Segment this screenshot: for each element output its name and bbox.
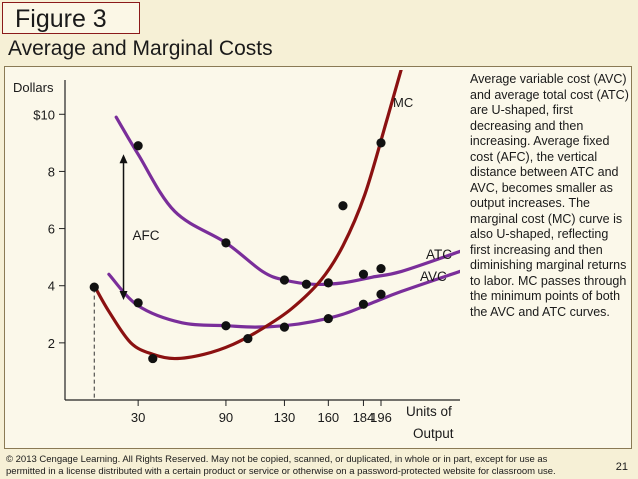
afc-label: AFC bbox=[133, 228, 160, 243]
atc-series-label: ATC bbox=[426, 247, 452, 262]
atc-point bbox=[302, 280, 311, 289]
x-tick-label: 160 bbox=[317, 410, 339, 425]
x-tick-label: 130 bbox=[274, 410, 296, 425]
annotation-text: Average variable cost (AVC) and average … bbox=[470, 72, 630, 320]
avc-point bbox=[359, 300, 368, 309]
mc-point bbox=[338, 201, 347, 210]
page-number: 21 bbox=[616, 461, 628, 473]
avc-series-label: AVC bbox=[420, 269, 447, 284]
y-tick-label: 4 bbox=[48, 279, 55, 294]
avc-point bbox=[280, 323, 289, 332]
avc-point bbox=[376, 290, 385, 299]
atc-point bbox=[376, 264, 385, 273]
x-axis-label-line1: Units of bbox=[406, 404, 452, 419]
mc-point bbox=[148, 354, 157, 363]
atc-point bbox=[280, 275, 289, 284]
mc-point bbox=[376, 138, 385, 147]
mc-point bbox=[243, 334, 252, 343]
mc-point bbox=[90, 283, 99, 292]
atc-point bbox=[134, 141, 143, 150]
x-tick-label: 30 bbox=[131, 410, 145, 425]
mc-series-label: MC bbox=[393, 95, 413, 110]
x-tick-label: 90 bbox=[219, 410, 233, 425]
y-tick-label: 6 bbox=[48, 222, 55, 237]
x-tick-label: 196 bbox=[370, 410, 392, 425]
mc-curve bbox=[94, 69, 401, 359]
atc-point bbox=[221, 238, 230, 247]
y-tick-label: 8 bbox=[48, 164, 55, 179]
atc-curve bbox=[116, 117, 460, 284]
y-tick-label: 2 bbox=[48, 336, 55, 351]
avc-point bbox=[324, 314, 333, 323]
x-axis-label-line2: Output bbox=[413, 426, 454, 441]
avc-point bbox=[134, 298, 143, 307]
y-axis-label: Dollars bbox=[13, 80, 54, 95]
y-tick-label: $10 bbox=[33, 107, 55, 122]
copyright-footer: © 2013 Cengage Learning. All Rights Rese… bbox=[6, 454, 586, 478]
atc-point bbox=[359, 270, 368, 279]
atc-point bbox=[324, 278, 333, 287]
avc-point bbox=[221, 321, 230, 330]
afc-arrow-head-top bbox=[120, 154, 128, 163]
